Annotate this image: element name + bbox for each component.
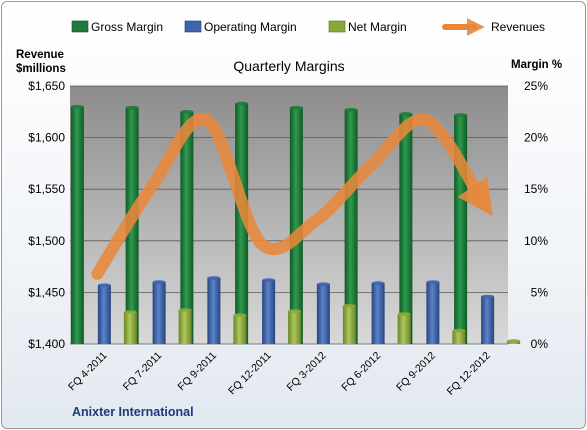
bar-cap-operating-margin bbox=[316, 282, 330, 286]
legend-label-gross-margin: Gross Margin bbox=[91, 20, 163, 34]
legend: Gross Margin Operating Margin Net Margin… bbox=[71, 18, 545, 36]
bar-net-margin bbox=[288, 310, 302, 344]
bar-cap-gross-margin bbox=[289, 105, 303, 110]
bar-gross-margin bbox=[180, 111, 194, 344]
legend-swatch-operating-margin bbox=[184, 20, 202, 33]
left-axis-tick-label: $1,600 bbox=[28, 131, 65, 145]
legend-swatch-gross-margin bbox=[71, 20, 89, 33]
legend-label-operating-margin: Operating Margin bbox=[204, 20, 297, 34]
bar-cap-operating-margin bbox=[207, 276, 221, 280]
revenues-line bbox=[91, 113, 493, 280]
right-axis-tick-label: 25% bbox=[524, 79, 548, 93]
bar-net-margin bbox=[233, 315, 247, 344]
right-axis-ticks: 0% 5% 10% 15% 20% 25% bbox=[524, 79, 548, 351]
bar-cap-net-margin bbox=[342, 304, 356, 308]
bar-cap-gross-margin bbox=[399, 112, 413, 116]
bar-cap-net-margin bbox=[123, 310, 137, 314]
chart-title: Quarterly Margins bbox=[233, 58, 344, 74]
left-axis-label-line1: Revenue bbox=[16, 49, 64, 61]
left-axis-tick-label: $1,500 bbox=[28, 234, 65, 248]
bar-net-margin bbox=[452, 330, 466, 344]
category-label: FQ 12-2011 bbox=[226, 350, 274, 398]
bar-cap-gross-margin bbox=[125, 105, 139, 110]
left-axis-tick-label: $1,550 bbox=[28, 182, 65, 196]
right-axis-tick-label: 10% bbox=[524, 234, 548, 248]
bar-cap-gross-margin bbox=[235, 101, 249, 106]
left-axis-ticks: $1,400 $1,450 $1,500 $1,550 $1,600 $1,650 bbox=[28, 79, 65, 351]
bar-net-margin bbox=[397, 314, 411, 344]
legend-swatch-net-margin bbox=[328, 20, 346, 33]
bar-gross-margin bbox=[235, 103, 249, 344]
bar-gross-margin bbox=[70, 106, 84, 344]
bar-cap-net-margin bbox=[397, 312, 411, 316]
left-axis-label-line2: $millions bbox=[16, 63, 66, 75]
bar-operating-margin bbox=[316, 284, 330, 344]
bar-operating-margin bbox=[262, 280, 276, 344]
bar-net-margin bbox=[123, 312, 137, 344]
bar-cap-operating-margin bbox=[152, 280, 166, 284]
category-label: FQ 6-2012 bbox=[339, 350, 383, 394]
bar-operating-margin bbox=[207, 277, 221, 344]
bar-cap-net-margin bbox=[178, 308, 192, 312]
bar-gross-margin bbox=[344, 109, 358, 345]
bar-cap-gross-margin bbox=[454, 113, 468, 117]
category-label: FQ 7-2011 bbox=[121, 350, 165, 394]
bar-cap-net-margin bbox=[507, 339, 521, 343]
bar-operating-margin bbox=[481, 296, 495, 344]
category-label: FQ 9-2011 bbox=[176, 350, 220, 394]
bar-operating-margin bbox=[426, 282, 440, 344]
left-axis-tick-label: $1,400 bbox=[28, 337, 65, 351]
bar-cap-net-margin bbox=[288, 309, 302, 313]
legend-label-net-margin: Net Margin bbox=[348, 20, 407, 34]
left-axis-tick-label: $1,450 bbox=[28, 285, 65, 299]
bar-cap-operating-margin bbox=[481, 294, 495, 299]
category-labels: FQ 4-2011 FQ 7-2011 FQ 9-2011 FQ 12-2011 FQ … bbox=[66, 350, 493, 398]
bar-cap-operating-margin bbox=[426, 280, 440, 284]
bar-net-margin bbox=[178, 309, 192, 344]
right-axis-tick-label: 20% bbox=[524, 131, 548, 145]
category-label: FQ 3-2012 bbox=[285, 350, 329, 394]
bar-cap-net-margin bbox=[452, 328, 466, 333]
bar-operating-margin bbox=[152, 282, 166, 344]
bar-gross-margin bbox=[399, 113, 413, 344]
bar-cap-operating-margin bbox=[97, 283, 111, 287]
right-axis-label: Margin % bbox=[511, 59, 562, 71]
footer-company: Anixter International bbox=[72, 405, 194, 419]
category-label: FQ 9-2012 bbox=[394, 350, 438, 394]
bar-cap-gross-margin bbox=[70, 104, 84, 109]
right-axis-tick-label: 15% bbox=[524, 182, 548, 196]
bar-cap-net-margin bbox=[233, 313, 247, 317]
category-label: FQ 4-2011 bbox=[66, 350, 110, 394]
left-axis-tick-label: $1,650 bbox=[28, 79, 65, 93]
bar-cap-gross-margin bbox=[344, 107, 358, 112]
bar-cap-operating-margin bbox=[262, 278, 276, 282]
bar-gross-margin bbox=[289, 107, 303, 344]
right-axis-tick-label: 0% bbox=[531, 337, 549, 351]
legend-label-revenues: Revenues bbox=[491, 20, 545, 34]
bar-cap-operating-margin bbox=[371, 281, 385, 285]
bar-net-margin bbox=[342, 305, 356, 344]
category-label: FQ 12-2012 bbox=[445, 350, 493, 398]
bar-operating-margin bbox=[97, 285, 111, 344]
bar-cap-gross-margin bbox=[180, 110, 194, 114]
bar-operating-margin bbox=[371, 283, 385, 344]
right-axis-tick-label: 5% bbox=[531, 285, 549, 299]
